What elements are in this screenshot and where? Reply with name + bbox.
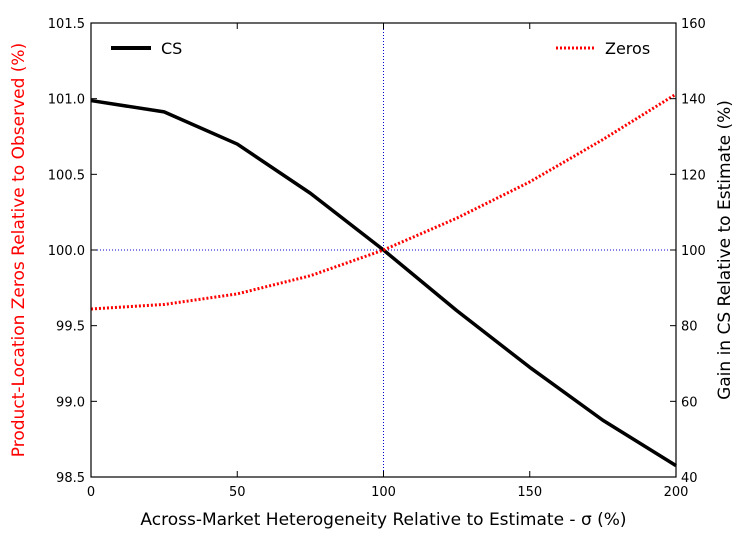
legend-cs-label: CS: [161, 39, 182, 58]
legend-zeros-label: Zeros: [605, 39, 650, 58]
x-axis-label: Across-Market Heterogeneity Relative to …: [140, 510, 626, 530]
legend-zeros: Zeros: [556, 39, 650, 58]
x-tick-label: 200: [664, 485, 689, 500]
y-axis-left-label: Product-Location Zeros Relative to Obser…: [9, 43, 29, 457]
y-right-tick-label: 160: [681, 17, 706, 32]
y-right-tick-label: 80: [681, 320, 698, 335]
reference-lines: [91, 23, 676, 477]
x-tick-label: 100: [371, 485, 396, 500]
x-tick-label: 150: [517, 485, 542, 500]
y-left-tick-label: 100.5: [48, 168, 85, 183]
y-right-tick-label: 120: [681, 168, 706, 183]
y-left-tick-label: 101.0: [48, 93, 85, 108]
x-tick-label: 0: [87, 485, 95, 500]
y-left-tick-label: 98.5: [56, 471, 85, 486]
y-axis-right-label: Gain in CS Relative to Estimate (%): [715, 100, 735, 400]
y-left-tick-label: 101.5: [48, 17, 85, 32]
y-right-tick-label: 40: [681, 471, 698, 486]
y-right-tick-label: 60: [681, 395, 698, 410]
series-layer: [90, 92, 677, 468]
y-left-tick-label: 100.0: [48, 244, 85, 259]
y-left-tick-label: 99.5: [56, 320, 85, 335]
legend-cs: CS: [111, 39, 182, 58]
tick-layer: 0 50 100 150 200 98.5 99.0 99.5 100.0 100.5 101.0 1…: [48, 17, 706, 500]
series-line-zeros: [90, 92, 677, 311]
y-right-tick-label: 100: [681, 244, 706, 259]
x-tick-label: 50: [229, 485, 246, 500]
y-right-tick-label: 140: [681, 93, 706, 108]
y-left-tick-label: 99.0: [56, 395, 85, 410]
